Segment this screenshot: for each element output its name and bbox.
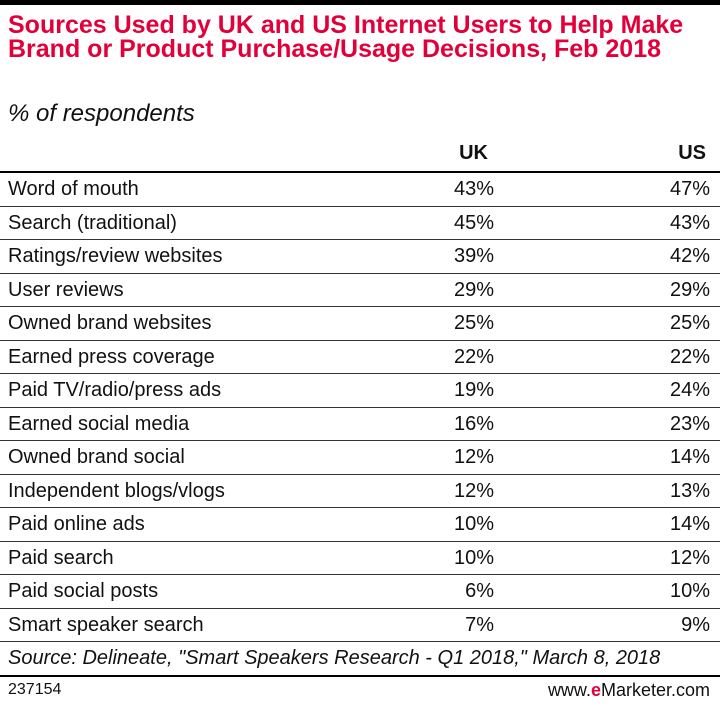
uk-value: 43% <box>453 178 494 200</box>
table-row: Paid search 10% 12% <box>0 542 720 575</box>
uk-value: 19% <box>453 379 494 401</box>
us-value: 47% <box>669 178 710 200</box>
us-value: 22% <box>669 345 710 368</box>
uk-value: 6% <box>465 580 494 602</box>
us-value: 14% <box>669 446 710 468</box>
us-value: 14% <box>669 513 710 535</box>
row-label: Search (traditional) <box>8 211 177 234</box>
table-row: Smart speaker search 7% 9% <box>0 609 720 642</box>
row-label: Paid online ads <box>8 513 145 535</box>
brand-suffix: Marketer.com <box>600 680 710 700</box>
bottom-rule <box>0 675 720 677</box>
top-rule <box>0 0 720 5</box>
row-label: Ratings/review websites <box>8 245 223 267</box>
brand-logo: www.eMarketer.com <box>548 679 710 701</box>
table-row: Paid social posts 6% 10% <box>0 575 720 609</box>
row-label: User reviews <box>8 278 124 301</box>
row-label: Independent blogs/vlogs <box>8 479 225 502</box>
uk-value: 12% <box>453 479 494 502</box>
us-value: 25% <box>669 312 710 334</box>
table-row: Independent blogs/vlogs 12% 13% <box>0 475 720 508</box>
uk-value: 10% <box>453 546 494 569</box>
table-row: Owned brand websites 25% 25% <box>0 307 720 341</box>
row-label: Owned brand websites <box>8 312 212 334</box>
uk-value: 45% <box>453 211 494 234</box>
row-label: Owned brand social <box>8 446 185 468</box>
row-label: Earned social media <box>8 412 190 435</box>
table-row: Earned press coverage 22% 22% <box>0 341 720 374</box>
us-value: 42% <box>669 245 710 267</box>
table-row: Earned social media 16% 23% <box>0 408 720 441</box>
uk-value: 29% <box>453 278 494 301</box>
table-row: Word of mouth 43% 47% <box>0 173 720 207</box>
source-note: Source: Delineate, "Smart Speakers Resea… <box>8 647 661 669</box>
column-header-us: US <box>678 142 706 164</box>
table-row: User reviews 29% 29% <box>0 274 720 307</box>
uk-value: 39% <box>453 245 494 267</box>
chart-title: Sources Used by UK and US Internet Users… <box>8 11 684 63</box>
us-value: 13% <box>669 479 710 502</box>
uk-value: 25% <box>453 312 494 334</box>
brand-prefix: www. <box>547 680 591 700</box>
table-row: Paid TV/radio/press ads 19% 24% <box>0 374 720 408</box>
table-row: Search (traditional) 45% 43% <box>0 207 720 240</box>
uk-value: 22% <box>453 345 494 368</box>
table-body: Word of mouth 43% 47% Search (traditional) 4… <box>0 173 720 642</box>
uk-value: 12% <box>453 446 494 468</box>
chart-subtitle: % of respondents <box>8 100 195 127</box>
us-value: 12% <box>669 546 710 569</box>
table-header: UK US <box>0 138 720 173</box>
table-row: Ratings/review websites 39% 42% <box>0 240 720 274</box>
row-label: Paid social posts <box>8 580 159 602</box>
row-label: Smart speaker search <box>8 613 204 636</box>
row-label: Word of mouth <box>8 178 139 200</box>
chart-id: 237154 <box>8 681 62 698</box>
row-label: Paid TV/radio/press ads <box>8 379 222 401</box>
table-row: Paid online ads 10% 14% <box>0 508 720 542</box>
row-label: Paid search <box>8 546 114 569</box>
brand-e: e <box>590 680 601 700</box>
uk-value: 7% <box>465 613 494 636</box>
us-value: 9% <box>681 613 710 636</box>
us-value: 23% <box>669 412 710 435</box>
us-value: 24% <box>669 379 710 401</box>
column-header-uk: UK <box>459 142 488 164</box>
row-label: Earned press coverage <box>8 345 215 368</box>
table-row: Owned brand social 12% 14% <box>0 441 720 475</box>
uk-value: 10% <box>453 513 494 535</box>
us-value: 43% <box>669 211 710 234</box>
uk-value: 16% <box>453 412 494 435</box>
us-value: 10% <box>669 580 710 602</box>
us-value: 29% <box>669 278 710 301</box>
data-table: UK US Word of mouth 43% 47% Search (traditi… <box>0 138 720 642</box>
